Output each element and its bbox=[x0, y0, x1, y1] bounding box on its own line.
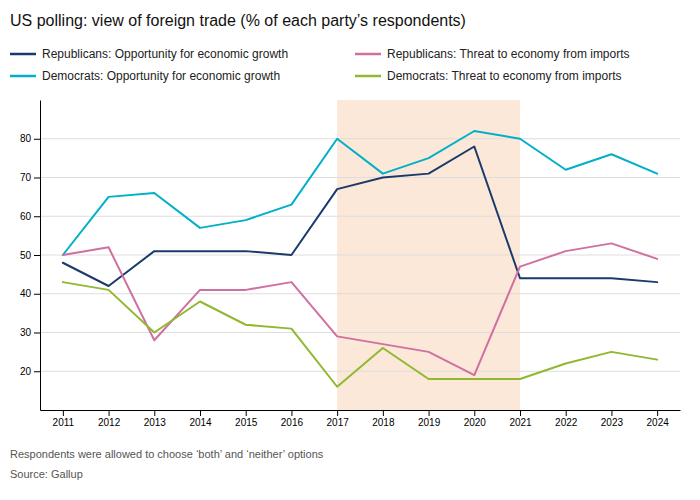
grid-line bbox=[40, 216, 680, 217]
y-tick-mark bbox=[34, 255, 40, 256]
grid-line bbox=[40, 293, 680, 294]
footnote: Respondents were allowed to choose ‘both… bbox=[10, 448, 324, 460]
x-tick-label: 2015 bbox=[235, 417, 258, 428]
x-tick: 2018 bbox=[372, 410, 395, 428]
grid-line bbox=[40, 255, 680, 256]
y-tick-mark bbox=[34, 216, 40, 217]
x-tick: 2013 bbox=[144, 410, 167, 428]
y-tick-mark bbox=[34, 139, 40, 140]
x-tick-label: 2019 bbox=[418, 417, 441, 428]
y-tick-mark bbox=[34, 371, 40, 372]
y-tick-mark bbox=[34, 178, 40, 179]
x-tick: 2020 bbox=[464, 410, 487, 428]
x-tick-label: 2014 bbox=[189, 417, 212, 428]
y-tick: 50 bbox=[20, 250, 40, 261]
x-tick: 2019 bbox=[418, 410, 441, 428]
x-tick-mark bbox=[520, 410, 521, 416]
legend-item: Democrats: Opportunity for economic grow… bbox=[10, 69, 280, 83]
y-tick-label: 70 bbox=[20, 172, 32, 183]
grid-line bbox=[40, 177, 680, 178]
grid-line bbox=[40, 332, 680, 333]
x-axis: 2011 2012 2013 2014 2015 2016 2017 2018 2019 2020… bbox=[41, 410, 681, 428]
x-tick-mark bbox=[474, 410, 475, 416]
series-line bbox=[63, 243, 657, 375]
x-tick-mark bbox=[566, 410, 567, 416]
x-tick-mark bbox=[611, 410, 612, 416]
y-tick-mark bbox=[34, 333, 40, 334]
y-tick: 60 bbox=[20, 211, 40, 222]
legend-label: Democrats: Opportunity for economic grow… bbox=[42, 69, 280, 83]
x-tick-label: 2012 bbox=[98, 417, 121, 428]
x-tick-mark bbox=[291, 410, 292, 416]
y-tick: 80 bbox=[20, 133, 40, 144]
x-tick: 2021 bbox=[509, 410, 532, 428]
legend: Republicans: Opportunity for economic gr… bbox=[10, 47, 630, 83]
y-tick-label: 60 bbox=[20, 211, 32, 222]
y-tick-label: 30 bbox=[20, 327, 32, 338]
y-tick: 20 bbox=[20, 366, 40, 377]
x-tick: 2015 bbox=[235, 410, 258, 428]
grid-line bbox=[40, 371, 680, 372]
x-tick-label: 2013 bbox=[144, 417, 167, 428]
x-tick-mark bbox=[246, 410, 247, 416]
legend-item: Republicans: Opportunity for economic gr… bbox=[10, 47, 288, 61]
footnote: Source: Gallup bbox=[10, 468, 83, 480]
plot-area bbox=[40, 100, 680, 410]
x-tick-mark bbox=[109, 410, 110, 416]
y-axis: 20 30 40 50 60 70 80 bbox=[20, 101, 41, 411]
x-tick-mark bbox=[337, 410, 338, 416]
legend-label: Republicans: Threat to economy from impo… bbox=[387, 47, 630, 61]
y-tick-label: 40 bbox=[20, 288, 32, 299]
series-line bbox=[63, 282, 657, 387]
x-tick: 2016 bbox=[281, 410, 304, 428]
x-tick: 2012 bbox=[98, 410, 121, 428]
y-tick: 40 bbox=[20, 288, 40, 299]
x-tick-label: 2020 bbox=[464, 417, 487, 428]
x-tick-label: 2022 bbox=[555, 417, 578, 428]
legend-item: Republicans: Threat to economy from impo… bbox=[355, 47, 630, 61]
x-tick-mark bbox=[154, 410, 155, 416]
y-tick: 30 bbox=[20, 327, 40, 338]
x-tick: 2023 bbox=[601, 410, 624, 428]
y-tick-mark bbox=[34, 294, 40, 295]
x-tick-label: 2021 bbox=[509, 417, 532, 428]
x-tick-label: 2016 bbox=[281, 417, 304, 428]
y-tick: 70 bbox=[20, 172, 40, 183]
y-tick-label: 50 bbox=[20, 250, 32, 261]
legend-label: Republicans: Opportunity for economic gr… bbox=[42, 47, 288, 61]
x-tick-label: 2024 bbox=[647, 417, 670, 428]
x-tick-mark bbox=[383, 410, 384, 416]
x-tick: 2024 bbox=[647, 410, 670, 428]
legend-item: Democrats: Threat to economy from import… bbox=[355, 69, 622, 83]
series-line bbox=[63, 131, 657, 255]
series-line bbox=[63, 147, 657, 287]
x-tick: 2017 bbox=[327, 410, 350, 428]
x-tick: 2022 bbox=[555, 410, 578, 428]
x-tick-label: 2023 bbox=[601, 417, 624, 428]
grid bbox=[40, 139, 680, 372]
legend-swatch bbox=[355, 53, 381, 56]
x-tick-mark bbox=[200, 410, 201, 416]
x-tick: 2014 bbox=[189, 410, 212, 428]
y-tick-label: 20 bbox=[20, 366, 32, 377]
x-tick-label: 2018 bbox=[372, 417, 395, 428]
legend-swatch bbox=[355, 75, 381, 78]
grid-line bbox=[40, 138, 680, 139]
x-tick-mark bbox=[657, 410, 658, 416]
x-axis-line bbox=[41, 410, 681, 411]
y-axis-line bbox=[40, 101, 41, 411]
title: US polling: view of foreign trade (% of … bbox=[10, 12, 466, 29]
x-tick-label: 2011 bbox=[53, 417, 75, 428]
x-tick-label: 2017 bbox=[327, 417, 350, 428]
x-tick-mark bbox=[429, 410, 430, 416]
legend-swatch bbox=[10, 53, 36, 56]
legend-swatch bbox=[10, 75, 36, 78]
legend-label: Democrats: Threat to economy from import… bbox=[387, 69, 622, 83]
x-tick: 2011 bbox=[53, 410, 75, 428]
y-tick-label: 80 bbox=[20, 133, 32, 144]
x-tick-mark bbox=[63, 410, 64, 416]
chart: US polling: view of foreign trade (% of … bbox=[0, 0, 700, 500]
